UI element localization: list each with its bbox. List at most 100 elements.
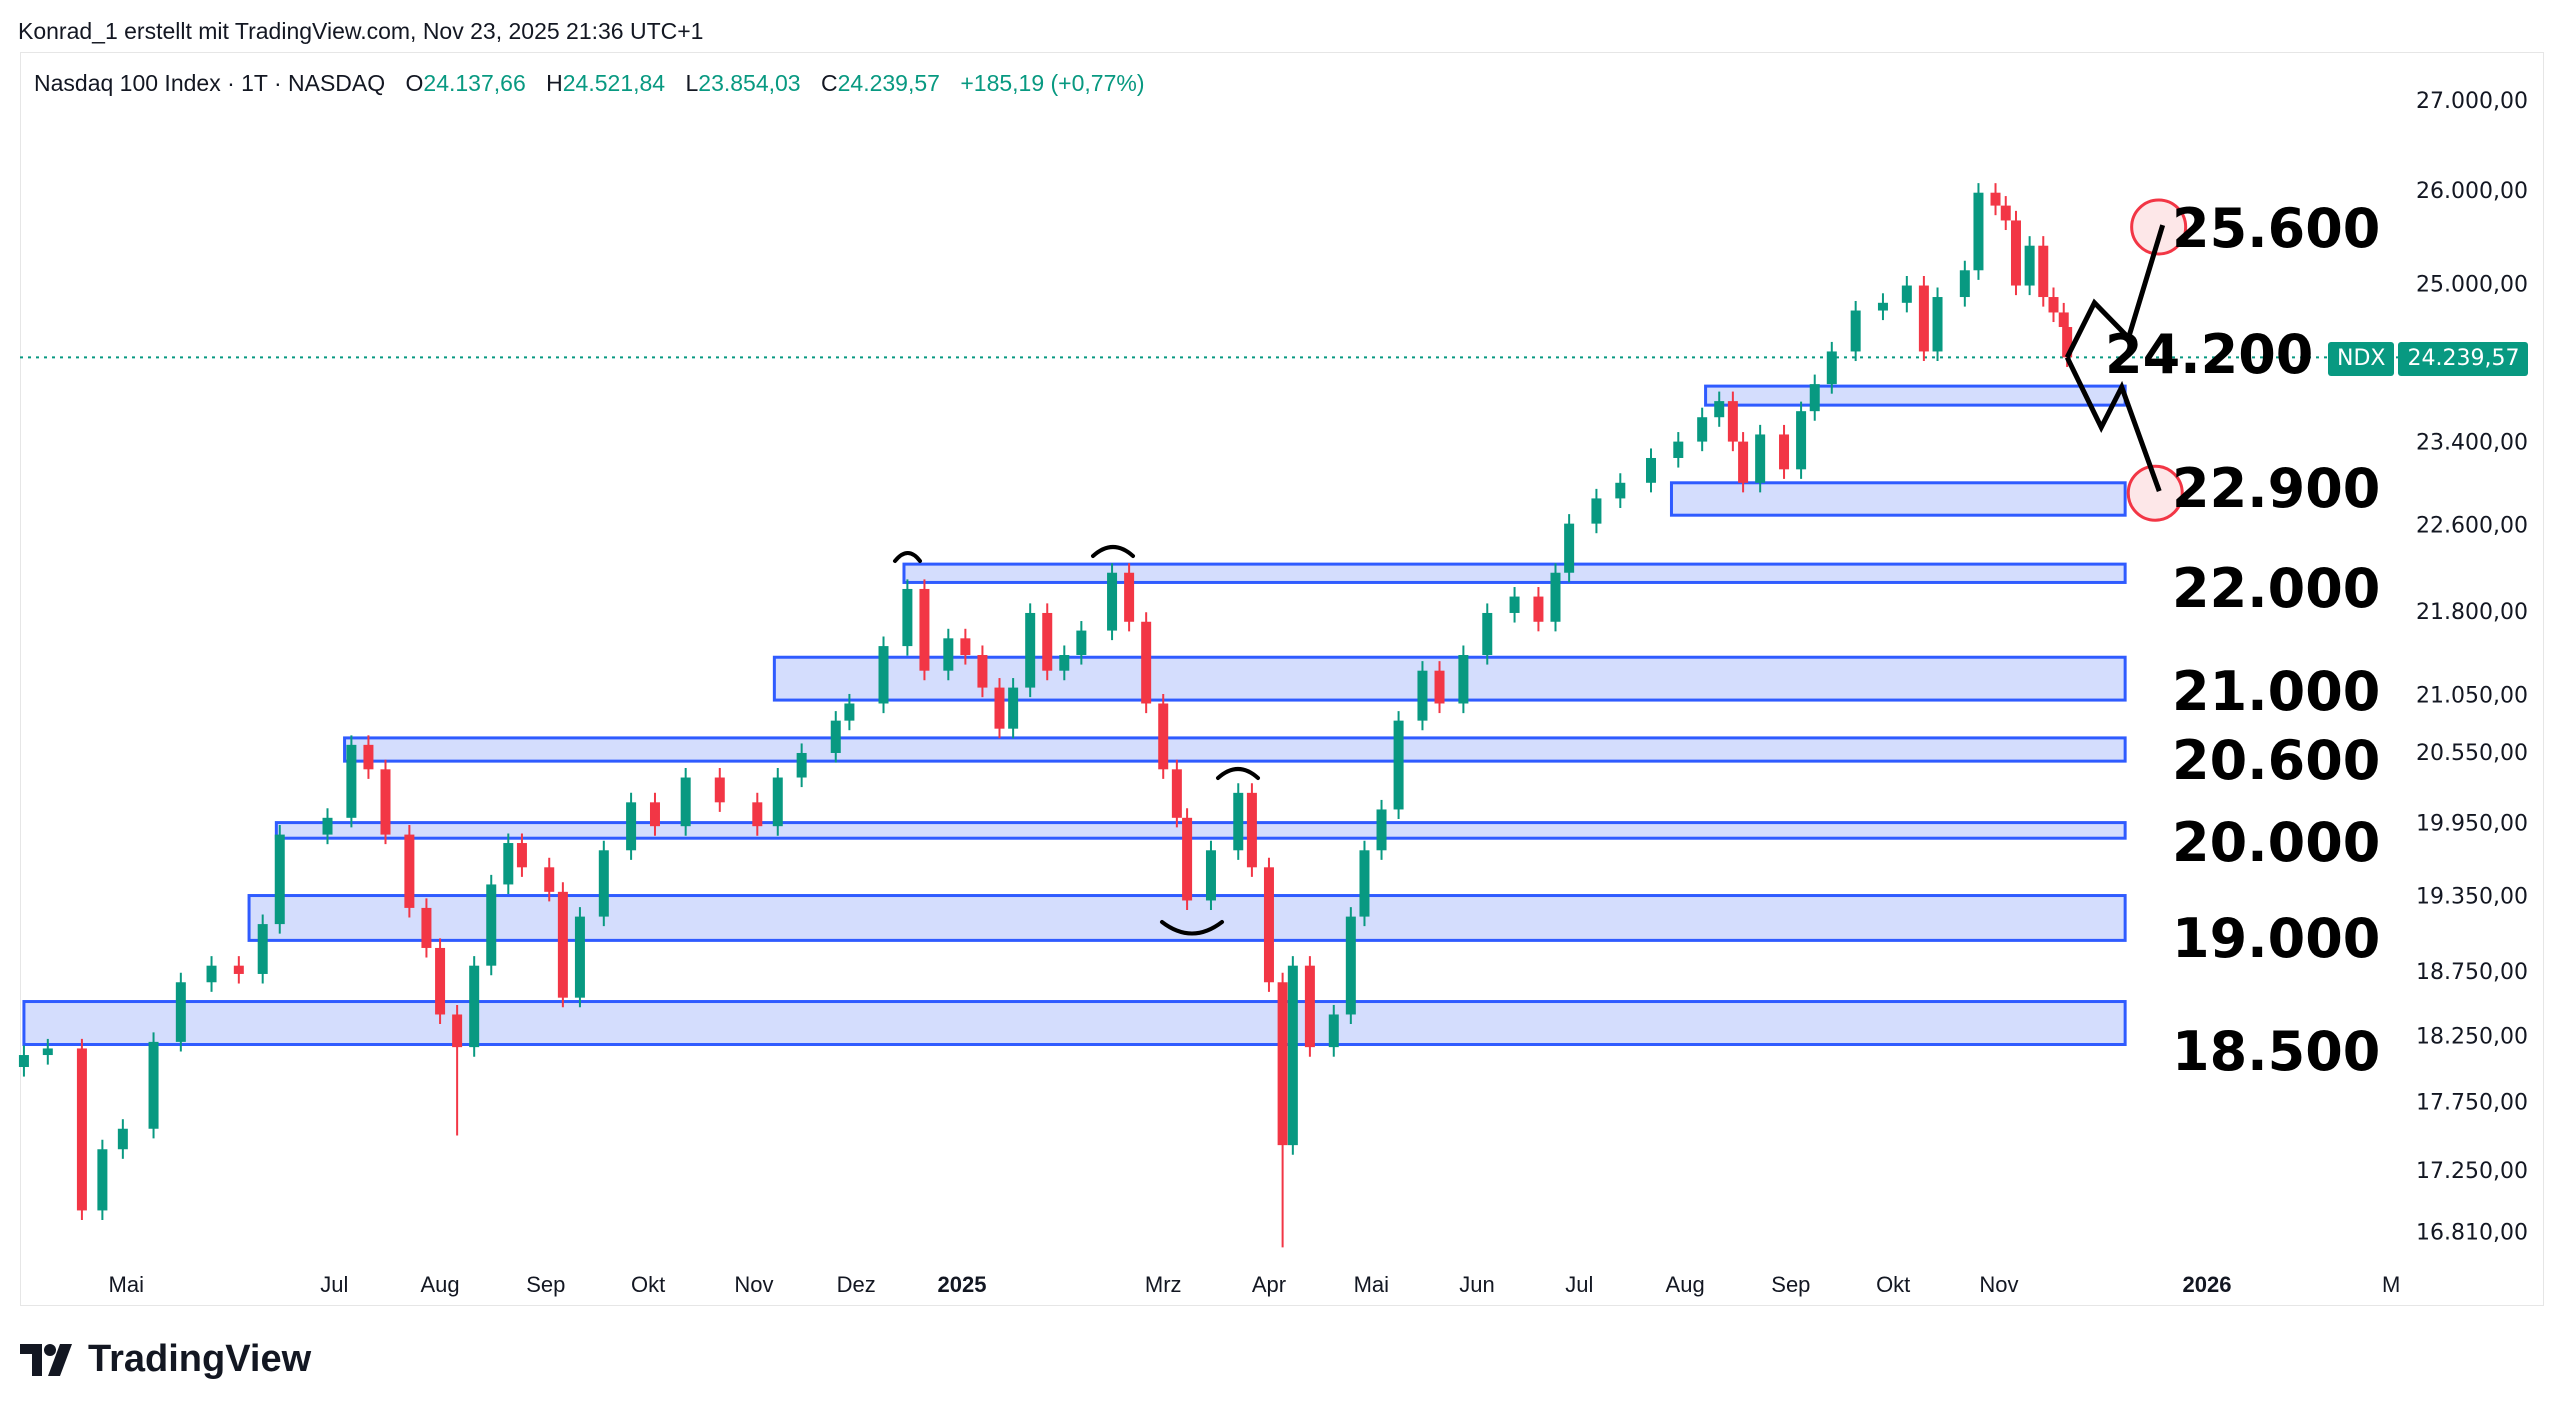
candle — [1673, 432, 1684, 468]
price-tick-label: 17.250,00 — [2416, 1159, 2528, 1184]
candle — [1287, 956, 1298, 1155]
candle-body — [452, 1014, 463, 1048]
time-tick-label: 2025 — [937, 1272, 986, 1297]
candle-body — [1877, 302, 1888, 311]
candle — [1376, 799, 1387, 860]
top-arc-2 — [1091, 545, 1135, 558]
price-tick-label: 21.800,00 — [2416, 600, 2528, 625]
candle-body — [274, 834, 285, 925]
candle-body — [175, 982, 186, 1042]
candle-body — [1171, 769, 1182, 818]
candle-body — [1932, 297, 1943, 352]
price-tick-label: 18.750,00 — [2416, 960, 2528, 985]
candle-body — [42, 1048, 53, 1056]
candle-body — [878, 646, 889, 704]
candle-body — [626, 802, 637, 851]
candle-body — [1345, 916, 1356, 1015]
high-value: 24.521,84 — [562, 70, 666, 96]
candle-body — [1564, 523, 1575, 573]
candle — [1533, 587, 1544, 632]
candle — [1158, 693, 1169, 779]
time-tick-label: Mrz — [1145, 1272, 1182, 1297]
target-circle — [2126, 464, 2184, 522]
candle-body — [1059, 655, 1070, 671]
candle-body — [206, 965, 217, 983]
candle — [148, 1032, 159, 1139]
support-zone — [1704, 384, 2127, 407]
candle — [322, 808, 333, 845]
candle-body — [680, 777, 691, 827]
candle — [1059, 645, 1070, 681]
candle — [1025, 603, 1036, 698]
candle-body — [404, 834, 415, 908]
candle — [878, 636, 889, 714]
logo-text: TradingView — [88, 1338, 312, 1380]
candle — [1826, 341, 1837, 394]
candle — [1697, 407, 1708, 452]
annotation-24200: 24.200 — [2105, 323, 2314, 386]
candle-body — [2048, 297, 2059, 313]
support-zones — [22, 384, 2127, 1047]
candle — [1779, 424, 1790, 479]
candle — [2000, 196, 2011, 231]
candle — [1615, 473, 1626, 508]
candle — [1171, 759, 1182, 828]
change-value: +185,19 (+0,77%) — [960, 70, 1145, 96]
candle — [1263, 857, 1274, 992]
candle — [1345, 907, 1356, 1025]
candle-body — [1277, 982, 1288, 1146]
symbol-info: Nasdaq 100 Index · 1T · NASDAQ — [34, 70, 386, 96]
tradingview-logo[interactable]: TradingView — [20, 1338, 311, 1381]
candle-body — [486, 884, 497, 966]
price-tick-label: 19.350,00 — [2416, 885, 2528, 910]
candle-body — [1826, 351, 1837, 385]
candle — [1124, 563, 1135, 632]
candle-body — [977, 655, 988, 688]
candle-body — [1287, 965, 1298, 1146]
time-tick-label: Sep — [526, 1272, 565, 1297]
candle — [830, 711, 841, 763]
candle — [919, 579, 930, 681]
candle — [1205, 840, 1216, 911]
candle — [1482, 603, 1493, 665]
candle — [346, 735, 357, 828]
candle — [1359, 840, 1370, 927]
low-key: L — [685, 70, 699, 96]
candle — [97, 1139, 108, 1221]
top-arc-1 — [893, 551, 922, 563]
candle — [714, 767, 725, 812]
last-price-badge: NDX 24.239,57 — [2328, 342, 2529, 376]
candle-body — [919, 588, 930, 671]
candle — [363, 735, 374, 779]
candle-body — [1482, 612, 1493, 656]
candle — [752, 792, 763, 836]
candle — [1042, 603, 1053, 681]
candle — [1233, 783, 1244, 860]
candle-body — [469, 965, 480, 1048]
top-arc-3 — [1216, 767, 1260, 780]
time-tick-label: Okt — [631, 1272, 665, 1297]
close-key: C — [821, 70, 838, 96]
candle-body — [1205, 850, 1216, 901]
candle-body — [1615, 482, 1626, 499]
candle-body — [1990, 192, 2001, 206]
candle-body — [772, 777, 783, 827]
candle-body — [76, 1048, 87, 1211]
candle — [1277, 972, 1288, 1248]
candle-body — [1158, 703, 1169, 770]
support-zone — [274, 821, 2127, 840]
annotation-19000: 19.000 — [2172, 907, 2381, 970]
candle-body — [1779, 434, 1790, 470]
candle — [516, 833, 527, 877]
candle-body — [1076, 630, 1087, 656]
annotation-25600: 25.600 — [2172, 197, 2381, 260]
candle-body — [380, 769, 391, 835]
candle — [649, 792, 660, 836]
candle — [977, 645, 988, 698]
support-zone — [902, 562, 2127, 584]
candle-body — [714, 777, 725, 803]
chart-frame — [20, 52, 2544, 1306]
candle-body — [1107, 572, 1118, 631]
candle — [233, 956, 244, 984]
